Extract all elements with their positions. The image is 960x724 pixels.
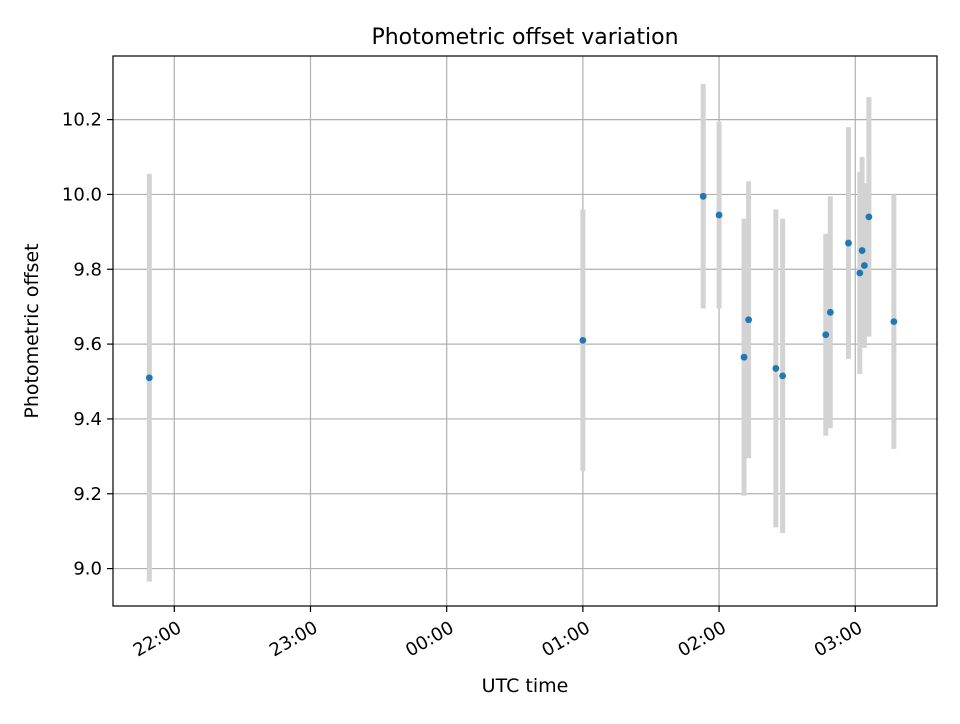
chart-title: Photometric offset variation	[371, 25, 678, 50]
y-tick-label: 9.6	[73, 334, 102, 355]
data-point	[772, 365, 780, 372]
data-point	[745, 316, 752, 324]
data-point	[860, 262, 868, 269]
data-point	[579, 336, 587, 344]
y-tick-label: 10.2	[62, 110, 102, 131]
data-point	[845, 239, 852, 247]
y-tick-label: 10.0	[62, 184, 102, 205]
data-point	[740, 353, 748, 361]
x-tick-label: 03:00	[811, 617, 866, 661]
data-points	[145, 192, 898, 382]
data-point	[699, 192, 707, 200]
data-point	[856, 269, 864, 277]
x-tick-label: 02:00	[675, 617, 730, 661]
data-point	[779, 372, 787, 380]
y-axis-label: Photometric offset	[21, 243, 43, 418]
x-tick-label: 01:00	[538, 617, 593, 661]
grid-lines	[113, 56, 937, 606]
y-tick-label: 9.2	[73, 484, 102, 505]
plot-frame	[112, 55, 938, 607]
x-tick-label: 23:00	[266, 617, 321, 661]
data-point	[826, 308, 834, 316]
data-point	[822, 331, 830, 339]
y-tick-label: 9.0	[73, 559, 102, 580]
data-point	[145, 374, 153, 382]
x-tick-label: 00:00	[402, 617, 457, 661]
x-axis-label: UTC time	[482, 675, 569, 697]
data-point	[715, 211, 723, 219]
data-point	[858, 247, 866, 254]
error-bars	[146, 84, 897, 582]
data-point	[865, 213, 873, 221]
y-tick-label: 9.8	[73, 259, 102, 280]
y-tick-label: 9.4	[73, 409, 102, 430]
data-point	[890, 318, 898, 326]
x-tick-label: 22:00	[130, 617, 185, 661]
